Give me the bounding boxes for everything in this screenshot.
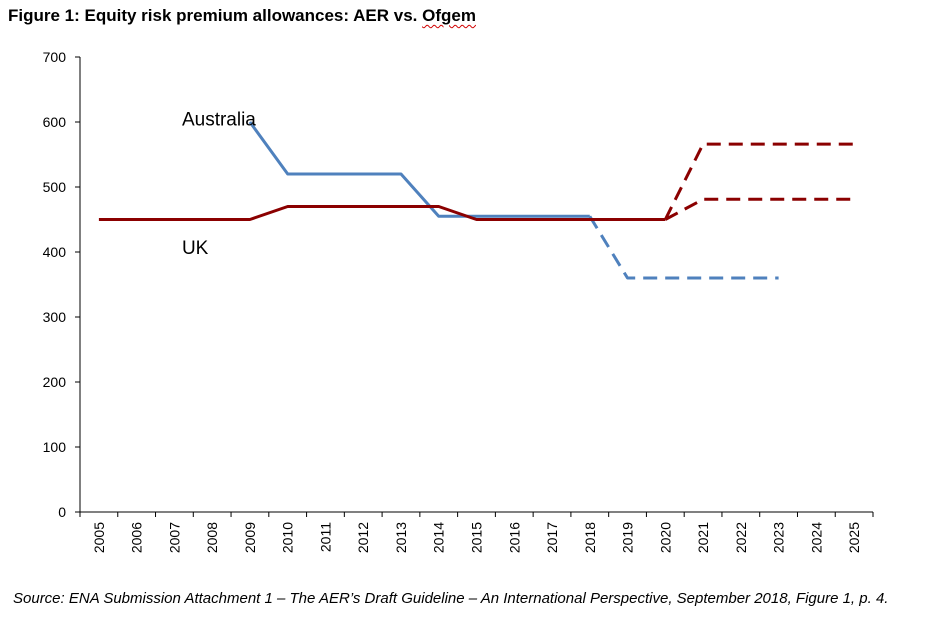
figure-title-text: Figure 1: Equity risk premium allowances… [8, 6, 423, 25]
x-tick-label: 2013 [393, 522, 409, 553]
y-tick-label: 400 [43, 244, 67, 260]
x-tick-label: 2010 [280, 522, 296, 553]
x-tick-label: 2024 [808, 522, 824, 553]
figure-title: Figure 1: Equity risk premium allowances… [8, 6, 476, 26]
x-tick-label: 2021 [695, 522, 711, 553]
x-tick-label: 2012 [355, 522, 371, 553]
y-tick-label: 100 [43, 439, 67, 455]
x-tick-label: 2005 [91, 522, 107, 553]
figure-title-flagged-word: Ofgem [422, 6, 476, 25]
y-tick-label: 200 [43, 374, 67, 390]
x-tick-label: 2023 [771, 522, 787, 553]
x-tick-label: 2015 [469, 522, 485, 553]
x-tick-label: 2018 [582, 522, 598, 553]
y-tick-label: 700 [43, 49, 67, 65]
line-chart: 0 100 200 300 400 500 600 700 2005 2006 2007 2008 20… [43, 49, 874, 553]
x-tick-label: 2019 [620, 522, 636, 553]
x-tick-label: 2025 [846, 522, 862, 553]
x-tick-label: 2011 [317, 522, 333, 552]
y-tick-label: 500 [43, 179, 67, 195]
series-line-uk [663, 142, 855, 221]
x-tick-label: 2016 [506, 522, 522, 553]
x-tick-label: 2022 [733, 522, 749, 553]
y-tick-label: 600 [43, 114, 67, 130]
y-tick-label: 0 [58, 504, 66, 520]
x-tick-label: 2017 [544, 522, 560, 553]
x-tick-label: 2006 [129, 522, 145, 553]
x-tick-label: 2020 [657, 522, 673, 553]
series-label-australia: Australia [182, 109, 256, 130]
x-tick-label: 2014 [431, 522, 447, 553]
y-tick-label: 300 [43, 309, 67, 325]
series-line-australia [248, 121, 590, 218]
series-line-australia [588, 215, 779, 280]
x-tick-label: 2009 [242, 522, 258, 553]
x-tick-label: 2008 [204, 522, 220, 553]
series-line-uk [664, 197, 855, 221]
series-line-uk [98, 205, 666, 221]
x-tick-label: 2007 [166, 522, 182, 553]
figure-source: Source: ENA Submission Attachment 1 – Th… [13, 590, 889, 607]
series-label-uk: UK [182, 238, 209, 259]
